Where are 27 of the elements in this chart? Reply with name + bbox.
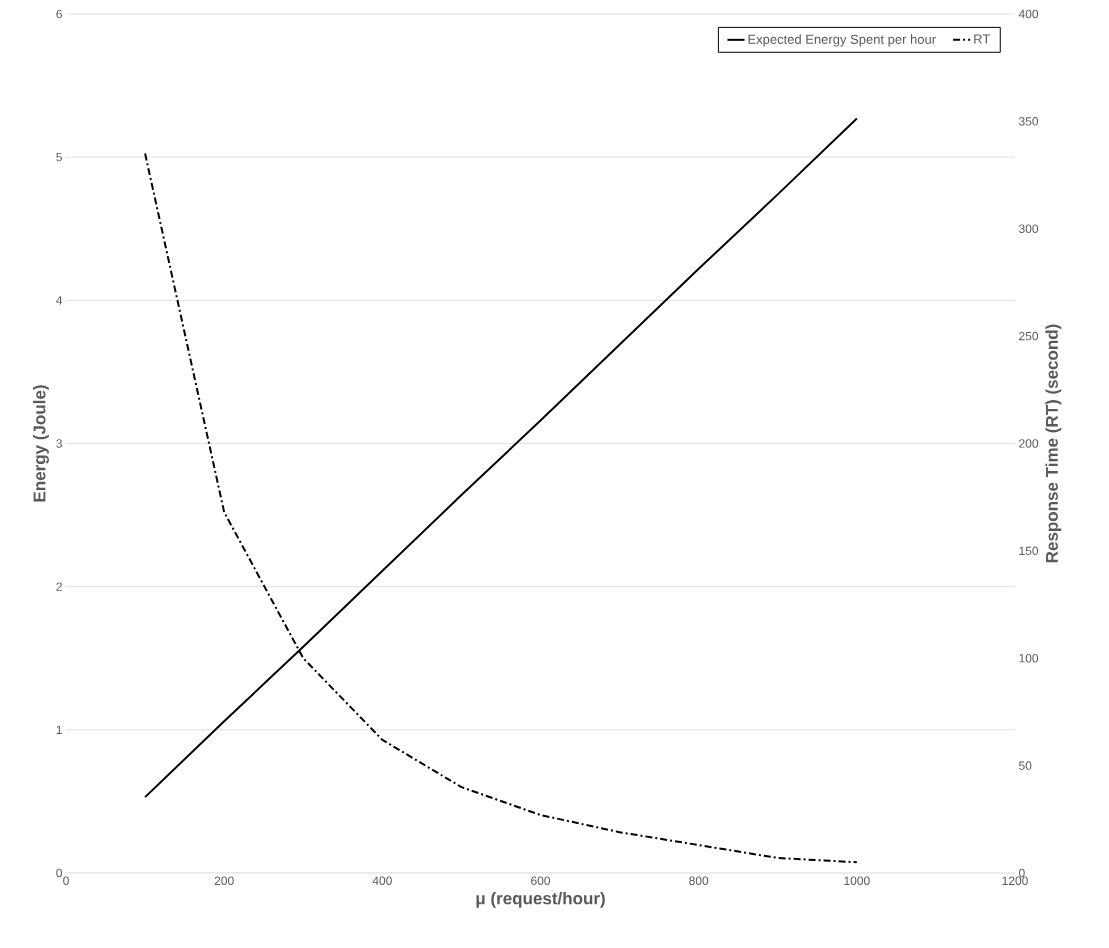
y2-tick-label: 100 xyxy=(1019,653,1039,663)
x-tick-label: 200 xyxy=(214,876,234,886)
x-tick-label: 1000 xyxy=(844,876,870,886)
y-tick-label: 5 xyxy=(56,152,62,162)
y2-axis-title: Response Time (RT) (second) xyxy=(1045,324,1062,563)
y2-tick-label: 300 xyxy=(1018,224,1039,233)
y-tick-label: 0 xyxy=(56,868,63,878)
x-axis-title: μ (request/hour) xyxy=(476,891,605,908)
x-tick-label: 800 xyxy=(689,876,709,886)
y2-tick-label: 350 xyxy=(1018,117,1039,126)
y2-tick-label: 200 xyxy=(1019,439,1039,448)
y2-tick-label: 150 xyxy=(1019,546,1039,556)
y2-tick-label: 400 xyxy=(1018,9,1039,19)
y2-tick-label: 0 xyxy=(1019,868,1025,878)
legend-label: RT xyxy=(974,34,990,44)
y-tick-label: 3 xyxy=(56,439,62,448)
y-axis-title: Energy (Joule) xyxy=(33,385,49,502)
y2-tick-label: 50 xyxy=(1019,761,1032,770)
x-tick-label: 1200 xyxy=(1002,876,1028,886)
y-tick-label: 4 xyxy=(56,296,63,305)
y-tick-label: 6 xyxy=(56,9,62,19)
legend-label: Expected Energy Spent per hour xyxy=(748,34,936,47)
x-tick-label: 400 xyxy=(372,876,392,886)
y-tick-label: 2 xyxy=(56,582,62,591)
y-tick-label: 1 xyxy=(56,725,62,734)
x-tick-label: 600 xyxy=(531,876,551,886)
y2-tick-label: 250 xyxy=(1019,331,1039,341)
